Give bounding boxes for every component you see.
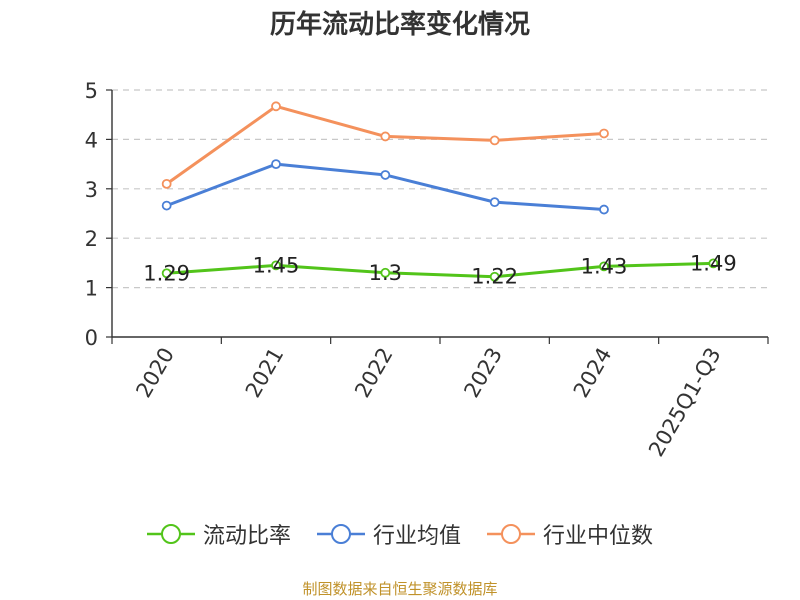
legend-marker [160,524,181,544]
x-tick-label: 2020 [131,344,179,402]
x-tick-label: 2022 [350,344,398,402]
data-point [380,131,391,142]
legend-item[interactable]: 流动比率 [146,518,291,550]
data-point [271,159,281,170]
y-tick-label: 2 [85,227,98,251]
y-tick-label: 4 [85,128,98,152]
data-point [161,178,172,189]
y-tick-label: 1 [85,277,98,301]
series-line-0 [166,261,714,279]
legend-swatch-icon [316,524,365,544]
series-lines [161,101,719,282]
legend: 流动比率 行业均值 行业中位数 [0,518,800,550]
legend-marker [330,524,351,544]
legend-label: 行业中位数 [543,524,654,549]
data-label: 1.22 [471,265,518,289]
y-tick-label: 0 [85,326,98,350]
x-tick-label: 2021 [241,344,289,402]
source-note: 制图数据来自恒生聚源数据库 [302,580,498,598]
data-point [489,135,500,146]
legend-marker [501,524,521,544]
data-point [380,170,391,180]
data-label: 1.29 [143,261,190,285]
legend-swatch-icon [146,524,195,544]
data-point [271,260,281,271]
x-tick-label: 2025Q1-Q3 [644,344,726,461]
data-point [161,268,172,279]
data-label: 1.49 [690,251,737,275]
data-point [161,200,172,211]
data-point [708,258,719,269]
x-tick-label: 2023 [459,343,507,401]
data-point [271,101,281,112]
y-tick-label: 5 [85,79,98,103]
x-tick-label: 2024 [569,344,617,402]
legend-item[interactable]: 行业中位数 [487,518,653,550]
legend-label: 流动比率 [202,524,291,549]
data-label: 1.45 [253,253,300,277]
legend-swatch-icon [487,524,535,544]
data-point [599,261,609,272]
data-labels: 1.29 1.45 1.3 1.22 1.43 1.49 [143,251,736,288]
data-label: 1.3 [369,261,402,285]
y-tick-label: 3 [85,178,98,202]
data-point [489,271,500,282]
data-point [489,197,500,208]
data-point [599,128,609,139]
data-point [380,267,391,278]
data-label: 1.43 [581,254,628,278]
legend-item[interactable]: 行业均值 [316,518,461,550]
legend-label: 行业均值 [372,524,461,549]
data-point [599,204,609,215]
chart-title: 历年流动比率变化情况 [269,10,530,40]
